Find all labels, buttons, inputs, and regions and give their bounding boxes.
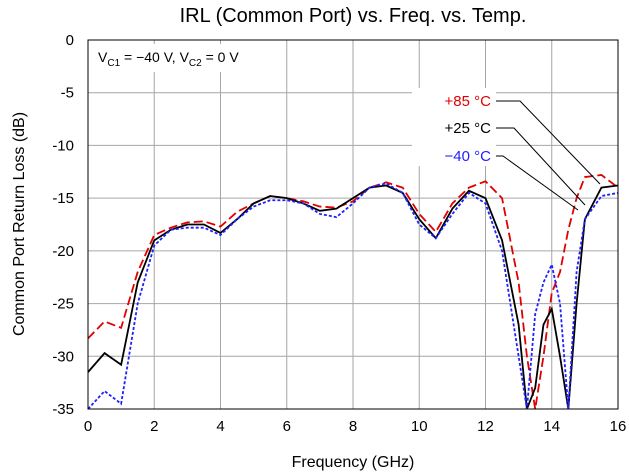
grid: [87, 39, 619, 410]
x-tick-label: 16: [610, 418, 627, 435]
annotation-sub: C1: [107, 58, 120, 69]
legend-label: +85 °C: [445, 93, 492, 110]
y-tick-label: -20: [52, 243, 74, 260]
x-tick-label: 4: [216, 418, 224, 435]
series-line: [88, 174, 618, 409]
y-tick-label: -25: [52, 296, 74, 313]
annotation-part: V: [98, 49, 108, 65]
x-tick-label: 6: [283, 418, 291, 435]
legend-box: [412, 88, 496, 166]
leader-lines: [496, 100, 601, 211]
y-tick-label: -15: [52, 190, 74, 207]
series-line: [88, 184, 618, 409]
plot-frame: [87, 39, 619, 410]
x-tick-label: 8: [349, 418, 357, 435]
y-tick-label: 0: [66, 32, 74, 49]
annotation-sub: C2: [189, 58, 202, 69]
annotation-box: [92, 44, 278, 72]
x-tick-label: 10: [411, 418, 428, 435]
annotation: VC1 = −40 V, VC2 = 0 V: [98, 49, 239, 69]
legend-label: −40 °C: [445, 148, 492, 165]
series-line: [88, 182, 618, 409]
y-tick-label: -30: [52, 348, 74, 365]
x-tick-label: 2: [150, 418, 158, 435]
legend-label: +25 °C: [445, 120, 492, 137]
x-tick-label: 0: [84, 418, 92, 435]
plot-lines: [88, 174, 618, 409]
chart-title: IRL (Common Port) vs. Freq. vs. Temp.: [180, 5, 527, 27]
y-tick-label: -35: [52, 401, 74, 418]
y-tick-label: -10: [52, 137, 74, 154]
annotation-part: = 0 V: [202, 49, 240, 65]
x-axis-label: Frequency (GHz): [292, 454, 415, 471]
x-tick-label: 14: [543, 418, 560, 435]
legend: +85 °C +25 °C −40 °C: [445, 93, 492, 165]
y-tick-label: -5: [61, 85, 74, 102]
annotation-part: = −40 V, V: [120, 49, 189, 65]
x-tick-label: 12: [477, 418, 494, 435]
y-axis-label: Common Port Return Loss (dB): [11, 112, 28, 336]
